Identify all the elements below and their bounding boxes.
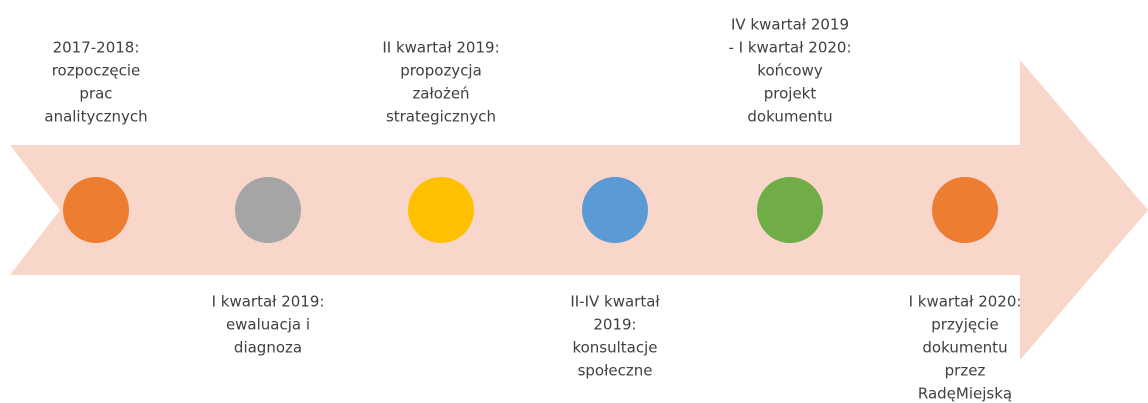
milestone-label: I kwartał 2020: (909, 293, 1022, 311)
milestone-label: dokumentu (922, 339, 1007, 357)
milestone-dot (757, 177, 823, 243)
milestone-label: strategicznych (386, 108, 496, 126)
milestone-label: - I kwartał 2020: (728, 39, 851, 57)
milestone-label: 2017-2018: (53, 39, 140, 57)
milestone-label: prac (79, 85, 112, 103)
milestone-dot (235, 177, 301, 243)
milestone-label: założeń (412, 85, 469, 103)
milestone-label: II kwartał 2019: (382, 39, 499, 57)
milestone-label: projekt (764, 85, 817, 103)
milestone-dot (408, 177, 474, 243)
milestone-label: przyjęcie (931, 316, 998, 334)
milestone-label: propozycja (400, 62, 482, 80)
milestone-dot (582, 177, 648, 243)
milestone-label: ewaluacja i (226, 316, 310, 334)
milestone-label: końcowy (757, 62, 823, 80)
milestone-label: konsultacje (572, 339, 657, 357)
milestone-label: I kwartał 2019: (212, 293, 325, 311)
milestone-label: RadęMiejską (918, 385, 1012, 403)
milestone-label: II-IV kwartał (570, 293, 660, 311)
milestone-label: rozpoczęcie (52, 62, 141, 80)
milestone-dot (932, 177, 998, 243)
milestone-label: 2019: (593, 316, 636, 334)
milestone-label: diagnoza (234, 339, 302, 357)
milestone-dot (63, 177, 129, 243)
milestone-label: dokumentu (747, 108, 832, 126)
arrow (10, 60, 1148, 360)
milestone-label: IV kwartał 2019 (731, 16, 849, 34)
milestone-label: społeczne (578, 362, 653, 380)
milestone-label: analitycznych (44, 108, 147, 126)
milestone-label: przez (945, 362, 986, 380)
